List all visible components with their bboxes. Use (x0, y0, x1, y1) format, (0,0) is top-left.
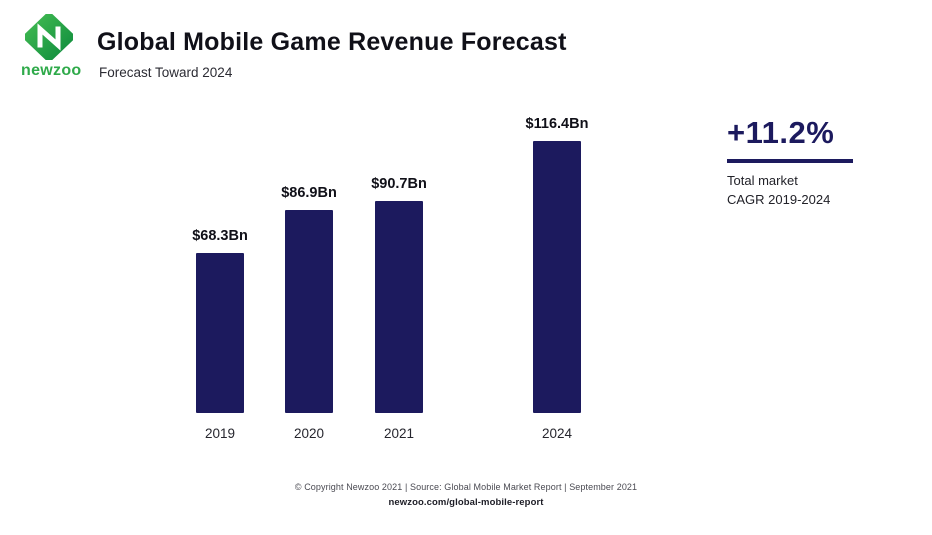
copyright-text: © Copyright Newzoo 2021 | Source: Global… (294, 482, 638, 492)
footer: © Copyright Newzoo 2021 | Source: Global… (0, 482, 932, 508)
plot-area: $68.3Bn 2019 $86.9Bn 2020 $90.7Bn 2021 $116.4B… (0, 100, 932, 441)
logo-wordmark: newzoo (21, 62, 82, 79)
bar-group: $86.9Bn 2020 (281, 185, 337, 441)
cagr-value: +11.2% (727, 115, 835, 150)
page-subtitle: Forecast Toward 2024 (99, 65, 233, 80)
bar (533, 141, 581, 413)
page-title: Global Mobile Game Revenue Forecast (97, 28, 567, 56)
report-url: newzoo.com/global-mobile-report (388, 497, 544, 508)
cagr-label-line1: Total market (727, 172, 798, 188)
bar-group: $68.3Bn 2019 (192, 228, 248, 441)
bar (196, 253, 244, 413)
x-axis-label: 2024 (541, 426, 573, 441)
bar-value-label: $68.3Bn (192, 228, 248, 244)
cagr-annotation: +11.2% Total market CAGR 2019-2024 (727, 115, 917, 207)
x-axis-label: 2019 (204, 426, 236, 441)
x-axis-label: 2020 (293, 426, 325, 441)
cagr-underline (727, 159, 853, 163)
bar-group: $90.7Bn 2021 (371, 176, 427, 441)
x-axis-label: 2021 (383, 426, 415, 441)
bar-value-label: $86.9Bn (281, 185, 337, 201)
bar-value-label: $116.4Bn (525, 116, 589, 132)
bar (375, 201, 423, 413)
newzoo-logo-icon (25, 14, 73, 60)
bar-group: $116.4Bn 2024 (526, 116, 589, 441)
bar-value-label: $90.7Bn (371, 176, 427, 192)
bar (285, 210, 333, 413)
newzoo-logo: newzoo (21, 14, 82, 80)
cagr-label-line2: CAGR 2019-2024 (727, 191, 831, 207)
